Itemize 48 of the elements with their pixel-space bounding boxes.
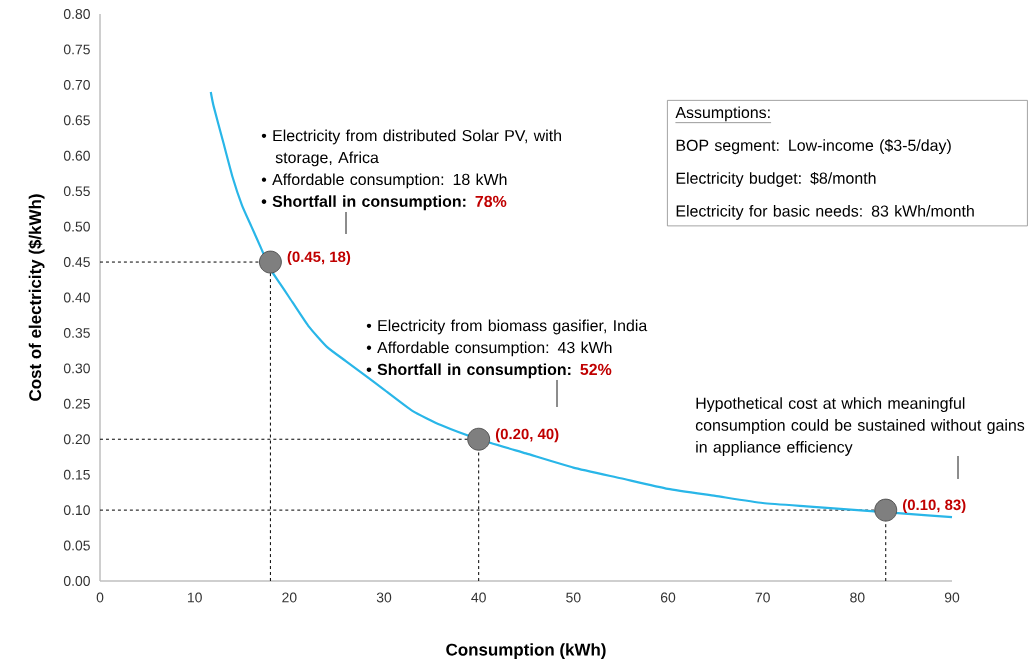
data-label: (0.10, 83)	[903, 499, 966, 514]
x-tick-label: 80	[850, 592, 865, 603]
point	[259, 250, 282, 274]
x-tick-label: 40	[471, 592, 486, 603]
y-tick-label: 0.75	[63, 44, 90, 55]
y-tick-label: 0.65	[63, 115, 90, 126]
x-tick-label: 30	[376, 592, 392, 603]
annotation: • Shortfall in consumption:	[261, 195, 466, 211]
y-tick-label: 0.70	[63, 79, 90, 90]
y-tick-label: 0.80	[63, 9, 90, 19]
annotation: 78%	[475, 195, 507, 208]
x-tick-label: 90	[944, 592, 960, 603]
annotation: • Shortfall in consumption:	[366, 363, 571, 379]
annotation: Electricity for basic needs: 83 kWh/month	[676, 205, 974, 220]
x-tick-label: 0	[96, 592, 104, 603]
x-tick-label: 10	[187, 592, 202, 603]
y-tick-label: 0.20	[63, 434, 90, 445]
y-tick-label: 0.55	[63, 186, 90, 197]
data-label: (0.45, 18)	[287, 251, 351, 266]
point	[874, 498, 898, 522]
y-axis-title: Cost of electricity ($/kWh)	[28, 194, 45, 401]
annotation: • Affordable consumption: 43 kWh	[366, 341, 612, 357]
annotation: • Affordable consumption: 18 kWh	[261, 173, 507, 189]
annotation: Hypothetical cost at which meaningful consumption could be sustained without gains in appliance efficiency	[695, 397, 1025, 456]
y-tick-label: 0.10	[63, 505, 90, 516]
point	[467, 427, 491, 451]
x-tick-label: 20	[282, 592, 297, 603]
y-tick-label: 0.05	[63, 540, 90, 551]
annotation: 52%	[580, 363, 612, 376]
y-tick-label: 0.60	[63, 150, 90, 161]
x-axis-title: Consumption (kWh)	[446, 643, 606, 660]
y-tick-label: 0.00	[63, 576, 90, 586]
annotation: BOP segment: Low-income ($3-5/day)	[676, 139, 951, 155]
y-tick-label: 0.30	[63, 363, 90, 374]
annotation: Assumptions:	[675, 106, 770, 122]
y-tick-label: 0.15	[63, 469, 90, 480]
y-tick-label: 0.45	[63, 257, 90, 267]
y-tick-label: 0.50	[63, 221, 90, 232]
y-tick-label: 0.35	[63, 327, 90, 338]
y-tick-label: 0.25	[63, 398, 90, 409]
x-tick-label: 70	[755, 592, 770, 603]
annotation: • Electricity from distributed Solar PV, with storage, Africa	[261, 129, 561, 167]
x-tick-label: 60	[660, 592, 676, 603]
data-label: (0.20, 40)	[495, 428, 559, 443]
y-tick-label: 0.40	[63, 292, 90, 303]
annotation: Electricity budget: $8/month	[676, 171, 876, 187]
annotation: • Electricity from biomass gasifier, India	[366, 319, 648, 335]
x-tick-label: 50	[566, 592, 581, 603]
